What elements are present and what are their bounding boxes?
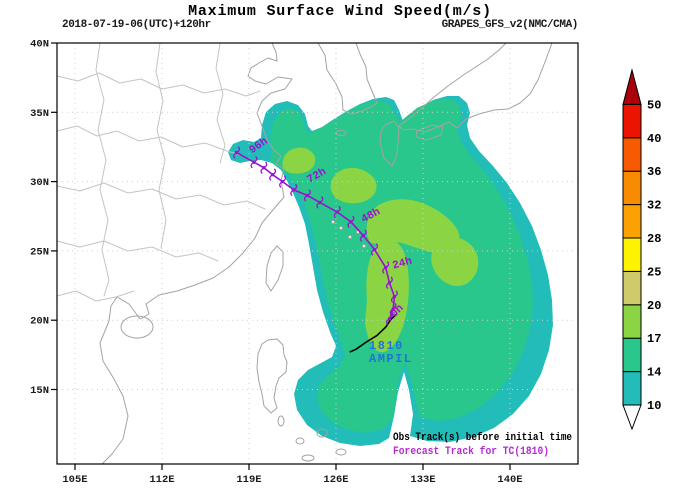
tc-position-marker <box>303 189 311 202</box>
contour-17-20 <box>330 167 377 204</box>
contour-17-20 <box>365 239 409 353</box>
tc-position-marker <box>260 161 268 174</box>
lat-tick-label: 35N <box>30 108 49 120</box>
colorbar-tick-label: 14 <box>647 366 661 380</box>
tc-position-marker <box>347 215 355 228</box>
province-border <box>215 43 226 164</box>
lat-tick-label: 20N <box>30 316 49 328</box>
colorbar-tick-label: 32 <box>647 199 661 213</box>
lat-tick-label: 25N <box>30 246 49 258</box>
colorbar-tick-label: 40 <box>647 132 661 146</box>
province-border <box>56 125 245 157</box>
tc-position-marker <box>389 303 397 316</box>
lat-tick-label: 30N <box>30 177 49 189</box>
lat-tick-label: 40N <box>30 39 49 51</box>
colorbar-tick-label: 36 <box>647 165 661 179</box>
colorbar-segment <box>622 371 642 406</box>
colorbar: 50 40 36 32 28 25 20 17 14 10 <box>622 68 661 431</box>
tc-position-marker <box>269 168 277 181</box>
tc-position-marker <box>371 243 379 256</box>
ryukyu-islet <box>331 220 335 224</box>
lon-tick-label: 133E <box>410 474 435 486</box>
model-name-label: GRAPES_GFS_v2(NMC/CMA) <box>441 19 579 31</box>
korea-coastline <box>317 42 378 115</box>
forecast-hour-label: 24h <box>391 256 413 273</box>
lon-tick-label: 112E <box>149 474 174 486</box>
island <box>295 437 305 445</box>
province-border <box>95 42 110 297</box>
tc-position-marker <box>233 146 241 159</box>
lon-tick-label: 105E <box>62 474 87 486</box>
colorbar-segment <box>622 204 642 239</box>
lon-tick-label: 126E <box>323 474 348 486</box>
tc-position-marker <box>333 206 341 219</box>
island <box>277 415 285 427</box>
tc-position-marker <box>382 261 390 274</box>
tc-position-marker <box>279 175 287 188</box>
contour-17-20 <box>282 147 316 174</box>
kyushu-coastline <box>379 120 400 167</box>
province-border <box>56 182 266 210</box>
taiwan-coastline <box>265 245 284 292</box>
island <box>301 454 315 462</box>
map-annotations: 1810 AMPIL Obs Track(s) before initial t… <box>369 339 572 458</box>
axis-labels: 40N 35N 30N 25N 20N 15N 105E 112E 119E 126E 133E 14… <box>30 39 523 487</box>
contour-17-20 <box>431 237 479 287</box>
colorbar-tick-label: 50 <box>647 98 661 112</box>
map-frame <box>56 42 579 465</box>
tc-position-marker <box>390 290 398 303</box>
colorbar-tick-label: 20 <box>647 299 661 313</box>
contour-17-20-patches <box>282 147 479 353</box>
island <box>335 448 347 456</box>
lon-tick-label: 119E <box>236 474 261 486</box>
tc-position-marker <box>359 229 367 242</box>
colorbar-segment <box>622 304 642 339</box>
colorbar-segment <box>622 270 642 306</box>
ryukyu-islet <box>348 235 352 239</box>
tc-position-marker <box>250 156 258 169</box>
page-title: Maximum Surface Wind Speed(m/s) <box>188 3 492 20</box>
colorbar-segment <box>622 137 642 172</box>
luzon-coastline <box>256 338 288 414</box>
storm-name-label: AMPIL <box>369 352 413 366</box>
colorbar-tick-label: 17 <box>647 332 661 346</box>
legend-obs-track: Obs Track(s) before initial time <box>393 432 572 444</box>
shikoku-coastline <box>415 124 444 141</box>
colorbar-under-arrow <box>622 404 642 431</box>
lon-tick-label: 140E <box>497 474 522 486</box>
legend-forecast-track: Forecast Track for TC(1810) <box>393 446 549 458</box>
colorbar-segment <box>622 103 642 139</box>
lat-tick-label: 15N <box>30 385 49 397</box>
province-border <box>56 240 219 262</box>
tc-position-marker <box>290 183 298 196</box>
colorbar-over-arrow <box>622 68 642 105</box>
tc-position-marker <box>316 196 324 209</box>
province-border <box>155 42 167 249</box>
colorbar-segment <box>622 170 642 206</box>
province-border <box>56 72 261 97</box>
colorbar-tick-label: 25 <box>647 265 661 279</box>
hainan-island <box>120 315 154 339</box>
ryukyu-islet <box>339 226 343 230</box>
honshu-coastline <box>398 42 553 133</box>
model-run-label: 2018-07-19-06(UTC)+120hr <box>62 19 211 31</box>
island <box>316 428 328 438</box>
storm-id-label: 1810 <box>369 339 404 353</box>
wind-contour-fills <box>228 96 553 446</box>
colorbar-segment <box>622 237 642 272</box>
lat-lon-gridlines <box>57 43 578 464</box>
tc-position-marker <box>385 312 393 325</box>
colorbar-tick-label: 10 <box>647 399 661 413</box>
colorbar-segment <box>622 337 642 373</box>
tc-position-marker <box>385 276 393 289</box>
province-border <box>56 290 135 302</box>
colorbar-tick-label: 28 <box>647 232 661 246</box>
china-coastline <box>99 42 293 465</box>
ryukyu-islet <box>362 244 366 248</box>
